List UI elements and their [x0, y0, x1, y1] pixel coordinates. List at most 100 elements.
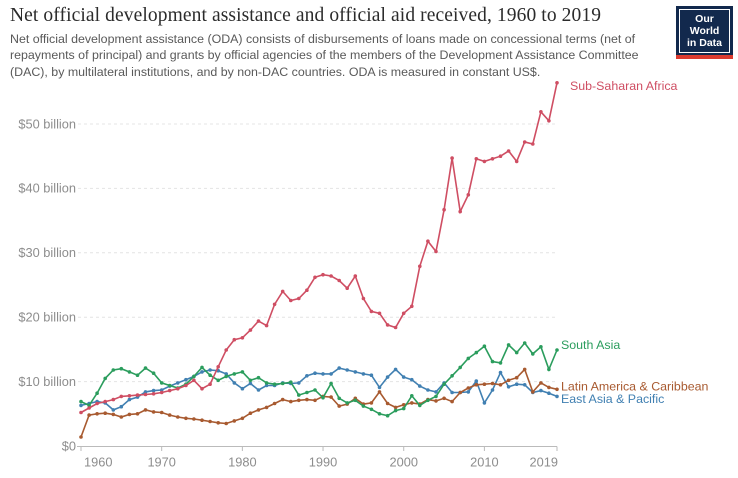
- point-east-asia-pacific[interactable]: [313, 371, 317, 376]
- point-east-asia-pacific[interactable]: [119, 404, 124, 409]
- point-sub-saharan-africa[interactable]: [458, 209, 463, 214]
- point-east-asia-pacific[interactable]: [208, 368, 212, 372]
- point-latin-america-caribbean[interactable]: [192, 417, 196, 421]
- point-latin-america-caribbean[interactable]: [466, 386, 471, 390]
- point-sub-saharan-africa[interactable]: [369, 309, 374, 314]
- point-south-asia[interactable]: [377, 412, 382, 416]
- point-south-asia[interactable]: [498, 361, 503, 365]
- point-east-asia-pacific[interactable]: [482, 401, 487, 405]
- point-sub-saharan-africa[interactable]: [297, 296, 301, 301]
- point-south-asia[interactable]: [353, 398, 358, 403]
- point-east-asia-pacific[interactable]: [200, 370, 204, 374]
- point-east-asia-pacific[interactable]: [490, 388, 495, 392]
- series-label-latin-america-caribbean[interactable]: Latin America & Caribbean: [561, 379, 709, 393]
- point-sub-saharan-africa[interactable]: [79, 410, 83, 415]
- point-sub-saharan-africa[interactable]: [313, 275, 317, 280]
- point-east-asia-pacific[interactable]: [353, 370, 358, 374]
- point-latin-america-caribbean[interactable]: [216, 421, 220, 425]
- point-east-asia-pacific[interactable]: [385, 375, 390, 379]
- point-east-asia-pacific[interactable]: [305, 374, 309, 378]
- point-sub-saharan-africa[interactable]: [434, 249, 438, 254]
- point-south-asia[interactable]: [119, 366, 124, 371]
- point-south-asia[interactable]: [450, 374, 454, 378]
- point-south-asia[interactable]: [167, 383, 172, 388]
- point-sub-saharan-africa[interactable]: [151, 392, 156, 396]
- line-sub-saharan-africa[interactable]: [80, 82, 558, 414]
- point-east-asia-pacific[interactable]: [329, 372, 333, 376]
- point-latin-america-caribbean[interactable]: [208, 419, 212, 424]
- point-east-asia-pacific[interactable]: [176, 381, 180, 385]
- point-south-asia[interactable]: [224, 374, 228, 379]
- point-south-asia[interactable]: [482, 344, 487, 349]
- point-sub-saharan-africa[interactable]: [353, 274, 358, 278]
- point-east-asia-pacific[interactable]: [410, 377, 414, 382]
- point-latin-america-caribbean[interactable]: [313, 398, 317, 403]
- point-south-asia[interactable]: [103, 376, 107, 381]
- point-east-asia-pacific[interactable]: [321, 372, 325, 376]
- point-east-asia-pacific[interactable]: [297, 381, 301, 385]
- point-latin-america-caribbean[interactable]: [369, 401, 374, 405]
- point-sub-saharan-africa[interactable]: [547, 119, 551, 123]
- point-latin-america-caribbean[interactable]: [482, 382, 487, 387]
- point-sub-saharan-africa[interactable]: [418, 264, 422, 269]
- point-latin-america-caribbean[interactable]: [167, 413, 172, 417]
- point-south-asia[interactable]: [385, 413, 390, 418]
- point-sub-saharan-africa[interactable]: [240, 336, 245, 340]
- point-latin-america-caribbean[interactable]: [200, 418, 204, 423]
- point-south-asia[interactable]: [256, 375, 261, 380]
- point-east-asia-pacific[interactable]: [418, 384, 422, 388]
- point-south-asia[interactable]: [111, 368, 116, 372]
- point-south-asia[interactable]: [192, 374, 196, 379]
- point-latin-america-caribbean[interactable]: [555, 387, 559, 392]
- point-sub-saharan-africa[interactable]: [224, 348, 228, 352]
- point-sub-saharan-africa[interactable]: [176, 386, 180, 391]
- point-sub-saharan-africa[interactable]: [192, 378, 196, 383]
- point-east-asia-pacific[interactable]: [248, 381, 253, 386]
- point-latin-america-caribbean[interactable]: [474, 383, 479, 387]
- point-south-asia[interactable]: [434, 394, 438, 399]
- point-south-asia[interactable]: [95, 391, 99, 396]
- point-south-asia[interactable]: [547, 367, 551, 372]
- point-east-asia-pacific[interactable]: [232, 381, 237, 385]
- point-sub-saharan-africa[interactable]: [410, 304, 414, 309]
- point-latin-america-caribbean[interactable]: [159, 410, 164, 415]
- point-sub-saharan-africa[interactable]: [289, 298, 293, 303]
- point-east-asia-pacific[interactable]: [240, 386, 245, 391]
- point-south-asia[interactable]: [240, 370, 245, 374]
- point-sub-saharan-africa[interactable]: [555, 81, 559, 85]
- point-latin-america-caribbean[interactable]: [490, 381, 495, 386]
- point-east-asia-pacific[interactable]: [539, 388, 543, 393]
- point-south-asia[interactable]: [345, 401, 350, 405]
- point-latin-america-caribbean[interactable]: [385, 401, 390, 406]
- point-south-asia[interactable]: [531, 352, 535, 356]
- point-east-asia-pacific[interactable]: [361, 372, 366, 376]
- point-east-asia-pacific[interactable]: [151, 388, 156, 393]
- point-south-asia[interactable]: [361, 404, 366, 408]
- point-sub-saharan-africa[interactable]: [184, 383, 188, 388]
- point-sub-saharan-africa[interactable]: [337, 278, 342, 283]
- point-east-asia-pacific[interactable]: [345, 368, 350, 372]
- point-latin-america-caribbean[interactable]: [103, 411, 107, 416]
- point-sub-saharan-africa[interactable]: [159, 390, 164, 395]
- point-sub-saharan-africa[interactable]: [143, 392, 148, 397]
- point-sub-saharan-africa[interactable]: [119, 394, 124, 399]
- point-south-asia[interactable]: [208, 373, 212, 378]
- point-south-asia[interactable]: [514, 350, 519, 355]
- point-sub-saharan-africa[interactable]: [426, 239, 430, 243]
- point-latin-america-caribbean[interactable]: [458, 390, 463, 395]
- point-east-asia-pacific[interactable]: [474, 379, 479, 383]
- point-east-asia-pacific[interactable]: [184, 377, 188, 382]
- point-latin-america-caribbean[interactable]: [498, 383, 503, 387]
- point-sub-saharan-africa[interactable]: [401, 311, 406, 316]
- point-sub-saharan-africa[interactable]: [442, 207, 446, 212]
- point-sub-saharan-africa[interactable]: [466, 193, 471, 197]
- point-sub-saharan-africa[interactable]: [377, 311, 382, 316]
- point-latin-america-caribbean[interactable]: [87, 413, 91, 417]
- point-east-asia-pacific[interactable]: [466, 390, 471, 394]
- point-latin-america-caribbean[interactable]: [522, 367, 527, 372]
- point-sub-saharan-africa[interactable]: [482, 159, 487, 164]
- point-sub-saharan-africa[interactable]: [539, 110, 543, 114]
- point-latin-america-caribbean[interactable]: [184, 416, 188, 421]
- point-sub-saharan-africa[interactable]: [531, 142, 535, 146]
- point-latin-america-caribbean[interactable]: [393, 405, 398, 410]
